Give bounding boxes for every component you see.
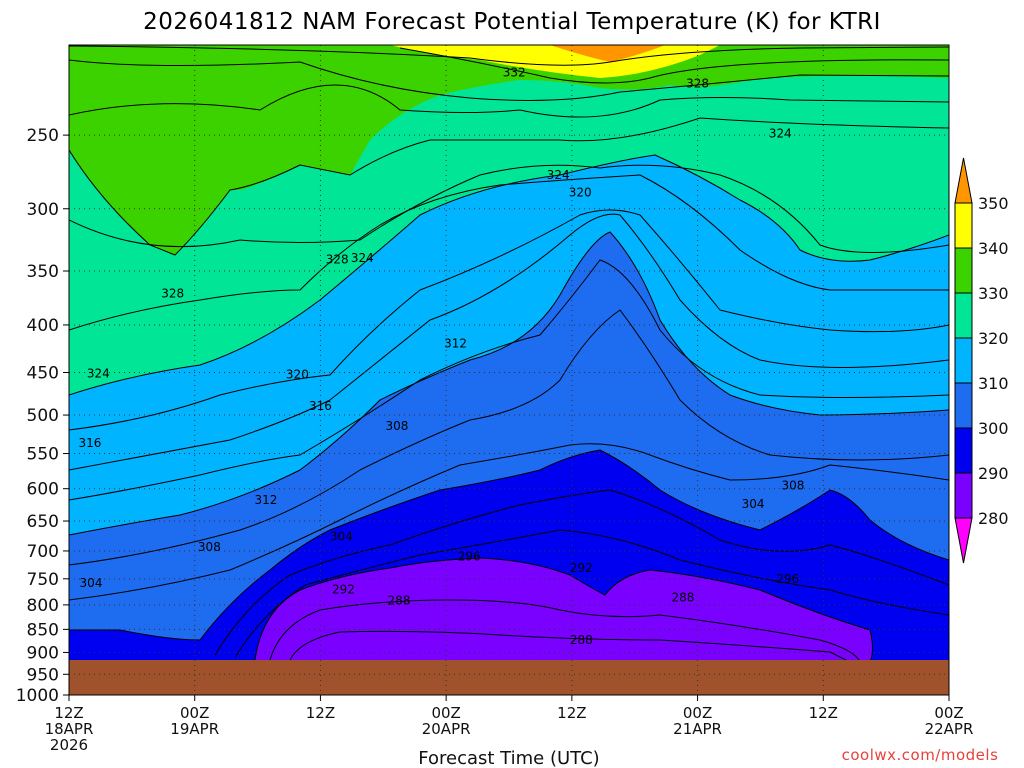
colorbar-segment [954,202,973,249]
contour-label: 304 [330,529,353,543]
y-tick-label: 900 [27,643,59,663]
contour-label: 328 [161,286,184,300]
x-tick-label: 00Z [431,704,460,722]
x-tick-label: 20APR [422,720,471,738]
contour-label: 316 [309,399,332,413]
contour-label: 332 [503,65,526,79]
contour-label: 312 [254,493,277,507]
y-tick-label: 350 [27,262,59,282]
contour-label: 328 [686,76,709,90]
y-tick-label: 550 [27,445,59,465]
colorbar-label: 310 [978,374,1009,393]
band-280-290 [255,558,873,662]
colorbar-label: 340 [978,239,1009,258]
x-tick-label: 19APR [170,720,219,738]
y-tick-label: 250 [27,126,59,146]
contour-lines [69,45,949,663]
colorbar-extend-low [954,517,973,564]
colorbar-segment [954,382,973,429]
contour-label: 324 [351,251,374,265]
x-tick-label: 18APR [45,720,94,738]
y-tick-label: 950 [27,665,59,685]
contour-label: 296 [776,572,799,586]
x-tick-label: 00Z [683,704,712,722]
x-tick-label: 12Z [54,704,83,722]
contour-label: 328 [326,252,349,266]
contour-label: 304 [742,497,765,511]
y-tick-label: 750 [27,570,59,590]
y-tick-label: 700 [27,542,59,562]
contour-label: 324 [547,168,570,182]
contour-label: 308 [385,419,408,433]
contour-label: 288 [570,633,593,647]
contour-label: 312 [444,337,467,351]
y-tick-label: 400 [27,316,59,336]
contour-label: 316 [78,436,101,450]
colorbar-extend-high [954,157,973,204]
ground-fill [69,660,949,695]
colorbar-label: 330 [978,284,1009,303]
colorbar-label: 350 [978,194,1009,213]
contour-label: 324 [769,127,792,141]
colorbar-segment [954,427,973,474]
colorbar-label: 280 [978,509,1009,528]
contour-label: 288 [671,591,694,605]
x-tick-label: 22APR [925,720,974,738]
y-tick-label: 850 [27,620,59,640]
colorbar: 280 290 300 310 320 330 340 350 [954,157,1009,564]
x-tick-label: 12Z [557,704,586,722]
contour-label: 292 [570,561,593,575]
contour-label: 292 [332,582,355,596]
x-axis-label: Forecast Time (UTC) [418,748,599,768]
y-tick-label: 650 [27,512,59,532]
x-tick-label: 21APR [673,720,722,738]
contour-label: 308 [781,478,804,492]
y-tick-label: 600 [27,480,59,500]
colorbar-segment [954,292,973,339]
y-tick-label: 500 [27,406,59,426]
contour-label: 320 [286,367,309,381]
contour-label: 304 [80,576,103,590]
grid [69,45,949,696]
chart-title: 2026041812 NAM Forecast Potential Temper… [143,9,881,35]
y-tick-label: 450 [27,364,59,384]
plot-area [69,45,949,695]
colorbar-label: 320 [978,329,1009,348]
colorbar-segment [954,472,973,519]
y-tick-label: 800 [27,596,59,616]
credit-text: coolwx.com/models [842,746,999,764]
contour-label: 308 [198,540,221,554]
y-tick-label: 1000 [16,686,59,706]
contour-label: 320 [569,185,592,199]
y-axis: 250 300 350 400 450 500 550 600 650 700 750 800 850 9… [16,126,69,706]
x-tick-label: 00Z [180,704,209,722]
band-above-350 [550,45,665,62]
contour-label: 296 [458,550,481,564]
colorbar-segment [954,337,973,384]
band-330-340 [69,45,949,255]
x-tick-label: 12Z [306,704,335,722]
colorbar-label: 300 [978,419,1009,438]
contour-label: 324 [87,366,110,380]
colorbar-label: 290 [978,464,1009,483]
y-tick-label: 300 [27,200,59,220]
x-tick-label: 12Z [809,704,838,722]
plot-frame [68,44,950,696]
contour-label: 288 [388,593,411,607]
colorbar-segment [954,247,973,294]
x-tick-label: 2026 [50,736,88,754]
x-tick-label: 00Z [934,704,963,722]
